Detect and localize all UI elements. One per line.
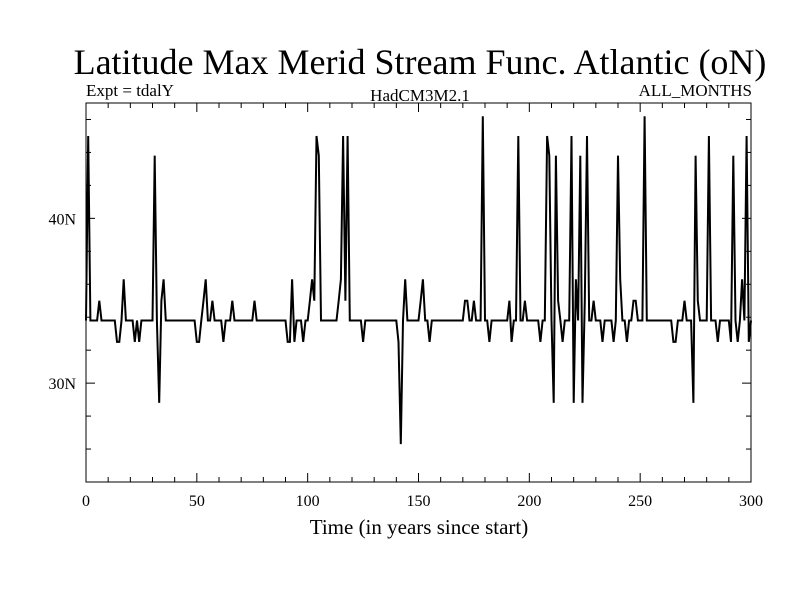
x-tick-label: 50 bbox=[189, 493, 205, 510]
x-tick-label: 150 bbox=[407, 493, 431, 510]
x-tick-label: 100 bbox=[296, 493, 320, 510]
y-tick-label: 30N bbox=[48, 376, 76, 393]
axis-ticks bbox=[85, 103, 752, 482]
x-axis-label: Time (in years since start) bbox=[310, 515, 529, 539]
y-tick-label: 40N bbox=[48, 211, 76, 228]
x-tick-label: 0 bbox=[82, 493, 90, 510]
axis-tick-labels: 0 50 100 150 200 250 300 30N 40N bbox=[48, 211, 763, 510]
series-line bbox=[85, 116, 752, 445]
experiment-label: Expt = tdalY bbox=[86, 81, 174, 100]
x-tick-label: 250 bbox=[628, 493, 652, 510]
months-label: ALL_MONTHS bbox=[639, 81, 752, 100]
plot-frame bbox=[85, 102, 752, 483]
x-tick-label: 200 bbox=[517, 493, 541, 510]
model-label: HadCM3M2.1 bbox=[370, 86, 470, 105]
chart-title: Latitude Max Merid Stream Func. Atlantic… bbox=[74, 42, 767, 82]
x-tick-label: 300 bbox=[739, 493, 763, 510]
